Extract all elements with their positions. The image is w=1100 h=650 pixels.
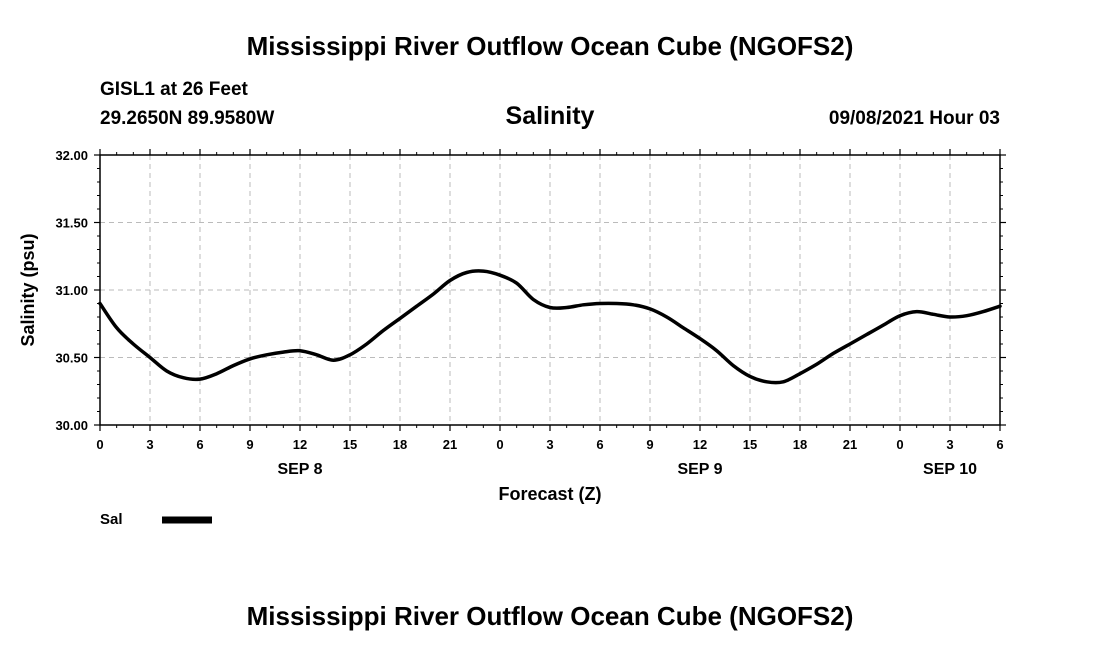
- x-tick-label: 18: [793, 437, 807, 452]
- timestamp-label: 09/08/2021 Hour 03: [829, 108, 1000, 129]
- chart-title-top: Mississippi River Outflow Ocean Cube (NG…: [247, 31, 854, 61]
- y-tick-label: 30.00: [55, 418, 88, 433]
- x-tick-label: 18: [393, 437, 407, 452]
- x-tick-label: 0: [96, 437, 103, 452]
- x-tick-label: 21: [843, 437, 857, 452]
- y-tick-label: 32.00: [55, 148, 88, 163]
- date-label: SEP 9: [677, 461, 722, 478]
- x-tick-label: 6: [996, 437, 1003, 452]
- date-labels: SEP 8 SEP 9 SEP 10: [277, 461, 977, 478]
- variable-title: Salinity: [506, 102, 595, 130]
- date-label: SEP 8: [277, 461, 322, 478]
- plot-frame: [99, 154, 1001, 426]
- y-axis-label: Salinity (psu): [18, 233, 38, 346]
- x-tick-label: 9: [246, 437, 253, 452]
- x-tick-label: 0: [496, 437, 503, 452]
- y-tick-label: 31.50: [55, 216, 88, 231]
- x-tick-label: 21: [443, 437, 457, 452]
- grid-lines: [100, 155, 1000, 425]
- date-label: SEP 10: [923, 461, 977, 478]
- legend-label: Sal: [100, 511, 123, 528]
- x-tick-label: 3: [146, 437, 153, 452]
- x-tick-label: 15: [743, 437, 757, 452]
- y-tick-label: 30.50: [55, 351, 88, 366]
- salinity-series-line: [98, 269, 1002, 385]
- y-tick-labels: 30.00 30.50 31.00 31.50 32.00: [55, 148, 88, 433]
- x-tick-label: 0: [896, 437, 903, 452]
- x-tick-label: 12: [693, 437, 707, 452]
- x-tick-label: 6: [596, 437, 603, 452]
- station-label: GISL1 at 26 Feet: [100, 79, 249, 100]
- chart-title-bottom: Mississippi River Outflow Ocean Cube (NG…: [247, 601, 854, 631]
- x-tick-label: 9: [646, 437, 653, 452]
- x-tick-label: 3: [546, 437, 553, 452]
- x-tick-labels: 0 3 6 9 12 15 18 21 0 3 6 9 12 15 18 21 0 3 6: [96, 437, 1003, 452]
- x-tick-label: 15: [343, 437, 357, 452]
- x-axis-label: Forecast (Z): [498, 484, 601, 504]
- coordinates-label: 29.2650N 89.9580W: [100, 108, 274, 129]
- x-tick-label: 3: [946, 437, 953, 452]
- x-tick-label: 12: [293, 437, 307, 452]
- y-tick-label: 31.00: [55, 283, 88, 298]
- x-tick-label: 6: [196, 437, 203, 452]
